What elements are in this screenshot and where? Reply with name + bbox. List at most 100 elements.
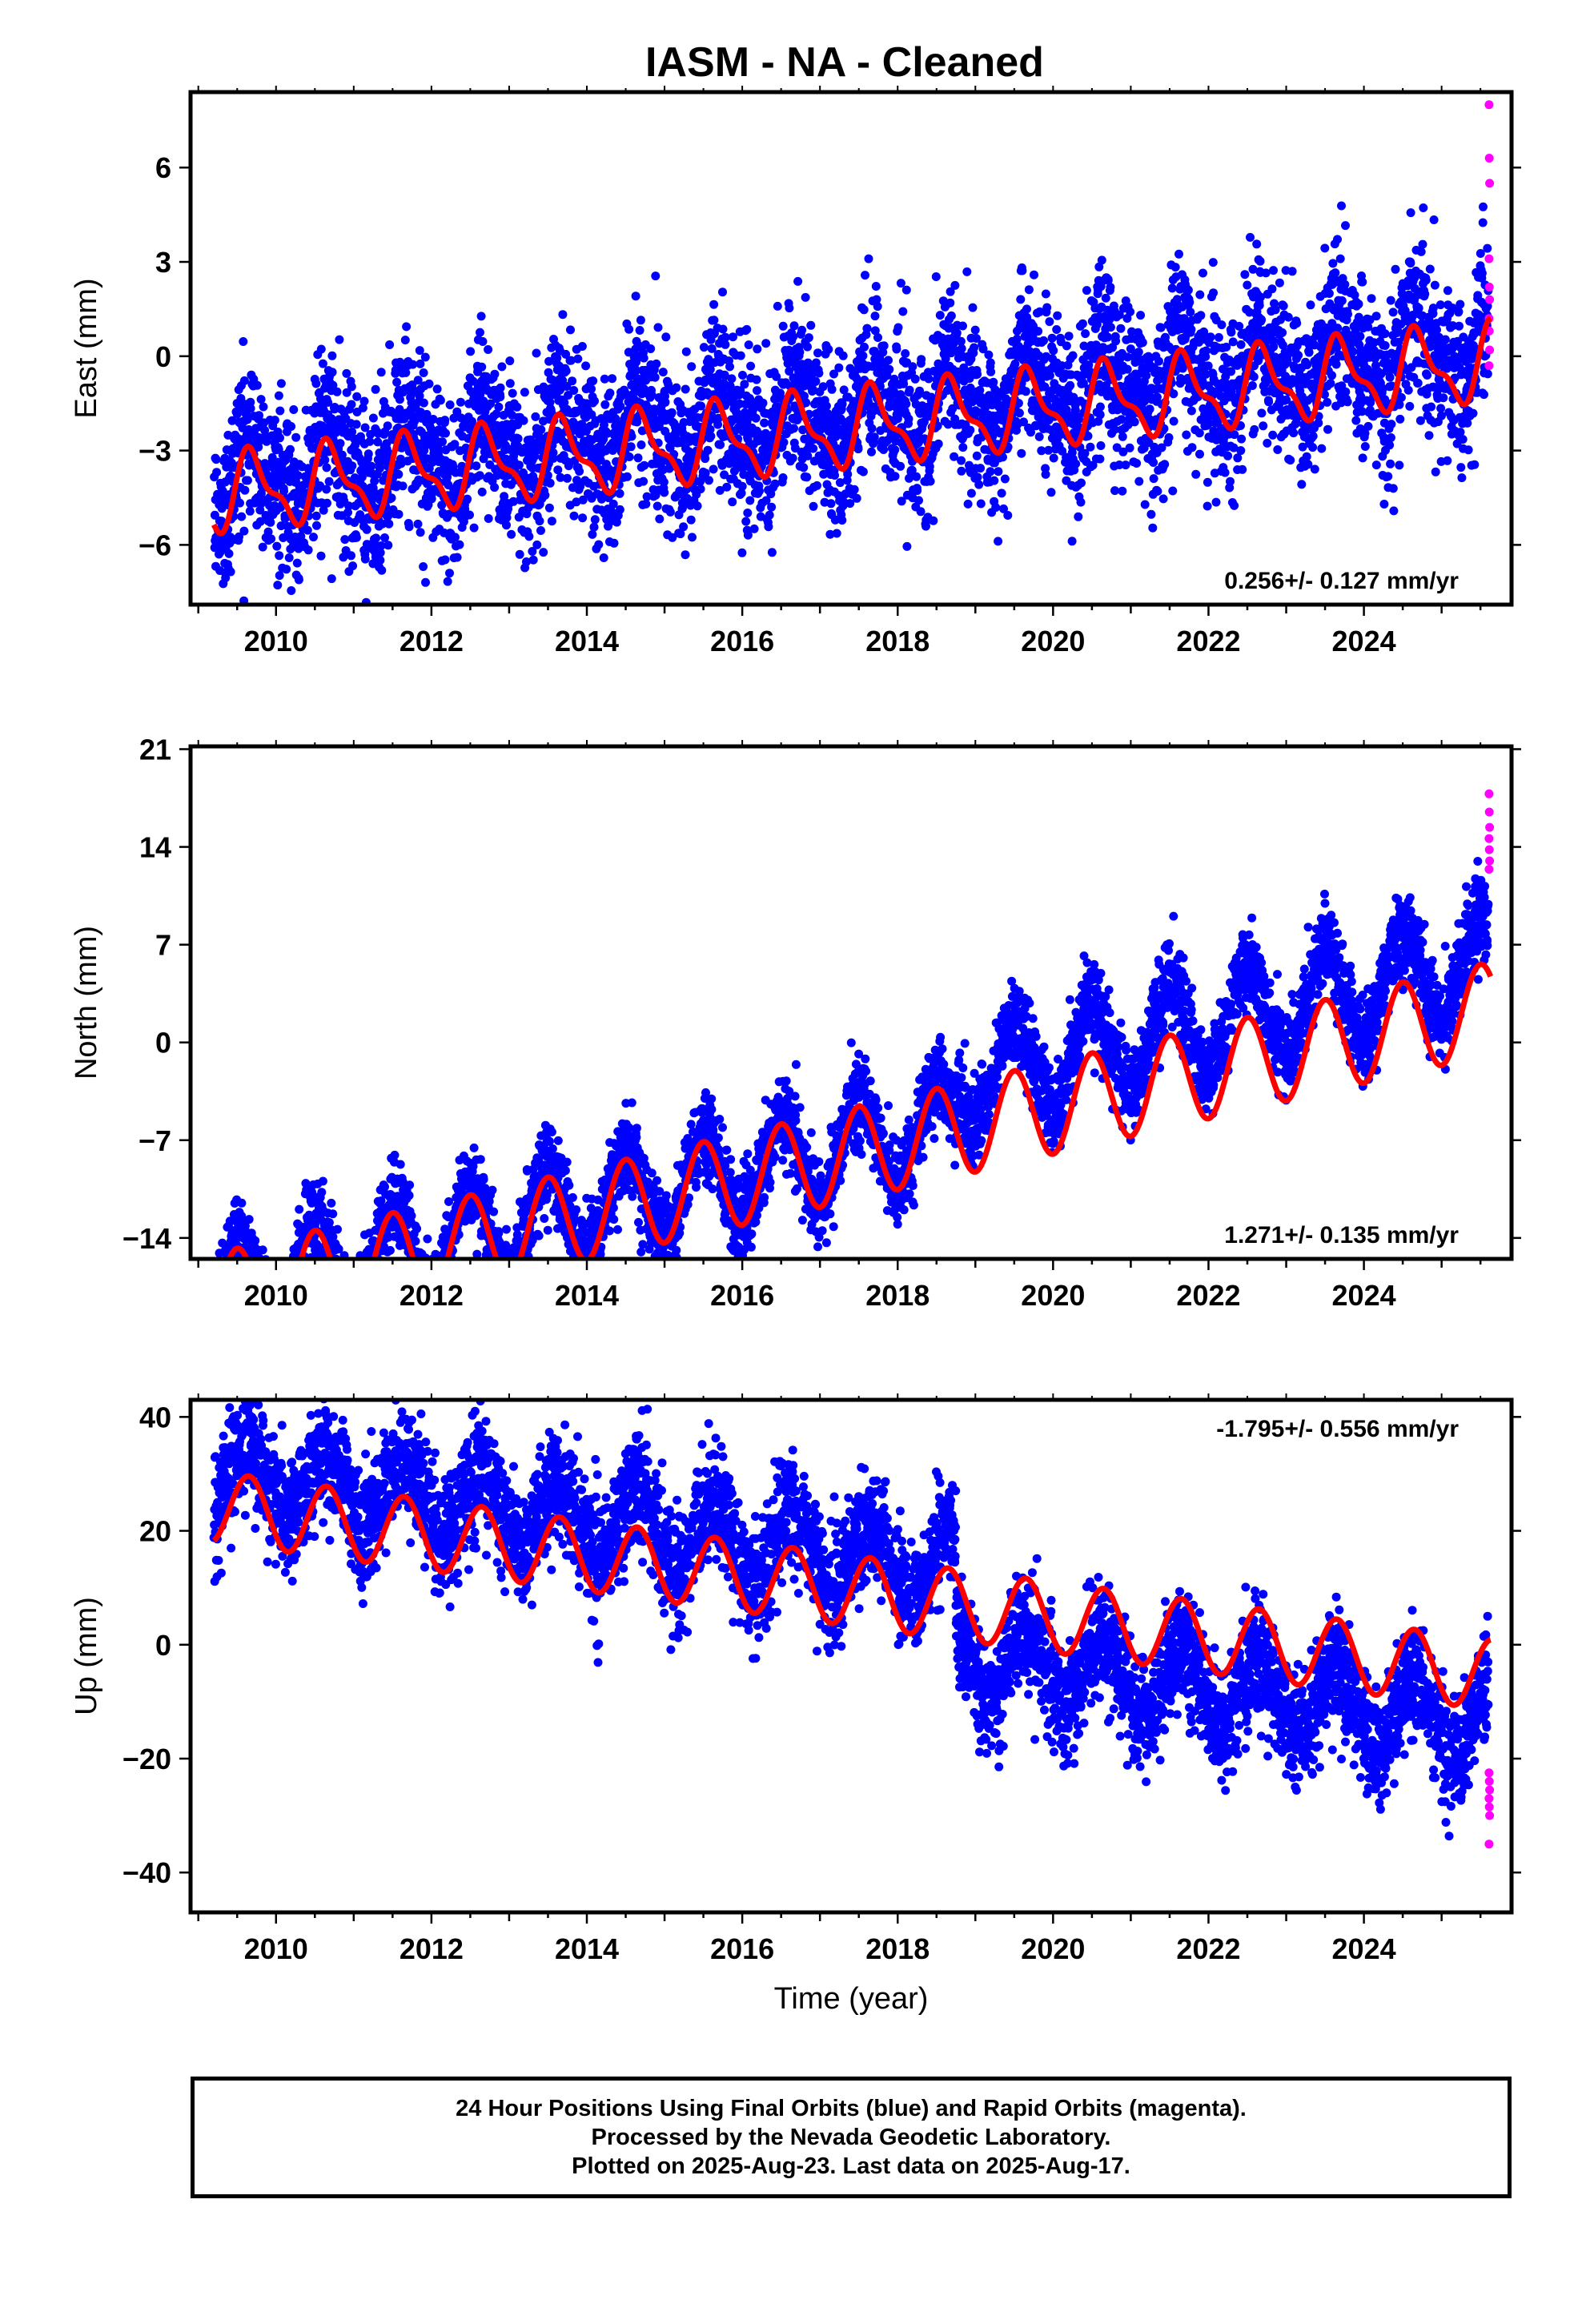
east-point (532, 348, 541, 358)
east-point (668, 533, 677, 542)
east-point (560, 398, 569, 408)
east-point (1403, 385, 1413, 395)
east-point (1259, 421, 1268, 431)
east-point (1196, 311, 1206, 320)
east-point (873, 302, 882, 312)
east-point (477, 362, 487, 372)
east-point (873, 333, 882, 342)
east-point (513, 434, 523, 444)
east-point (1358, 453, 1367, 463)
east-point (436, 396, 445, 405)
east-point (743, 434, 753, 444)
east-point (569, 386, 579, 395)
east-point (707, 344, 717, 353)
east-point (376, 368, 386, 377)
east-point (797, 325, 807, 335)
east-point (272, 541, 282, 551)
east-point (404, 522, 414, 532)
east-point (952, 328, 962, 338)
east-point (1122, 364, 1132, 374)
east-point (492, 409, 501, 419)
east-point (665, 507, 675, 517)
east-point (573, 354, 583, 364)
east-point (641, 499, 651, 509)
east-point (861, 271, 869, 280)
east-point (544, 503, 554, 513)
east-point (1134, 476, 1144, 486)
east-point (802, 472, 812, 482)
east-point (1130, 417, 1139, 427)
east-point (703, 445, 713, 455)
east-point (1195, 290, 1205, 300)
east-point (1053, 311, 1062, 320)
east-point (1257, 316, 1267, 324)
east-point (660, 488, 669, 497)
east-point (1273, 445, 1283, 454)
east-point (741, 517, 751, 526)
east-point (378, 519, 387, 529)
east-point (1324, 289, 1334, 298)
east-point (475, 471, 484, 480)
east-point (512, 402, 522, 412)
east-point (631, 292, 640, 301)
east-point (713, 413, 723, 423)
east-point (1146, 509, 1156, 519)
east-point (451, 533, 460, 542)
east-point (408, 360, 418, 369)
east-point (505, 356, 515, 366)
east-point (255, 411, 263, 420)
east-point (323, 498, 331, 508)
east-point (821, 401, 831, 411)
east-point (721, 332, 730, 342)
east-point (1220, 468, 1230, 477)
east-point (319, 505, 328, 515)
east-point (375, 556, 385, 565)
east-point (1367, 294, 1376, 304)
east-point (256, 395, 266, 404)
east-point (494, 402, 504, 412)
east-point (566, 325, 575, 335)
east-point (1413, 378, 1423, 388)
east-point (994, 467, 1003, 476)
east-point (950, 280, 960, 290)
east-point (1062, 341, 1071, 351)
east-point (1030, 270, 1038, 279)
east-point (721, 340, 730, 349)
panel-east: 2010 2012 2014 2016 2018 2020 2022 2024−6−3036E… (70, 86, 1521, 657)
east-point (420, 352, 430, 362)
east-point (466, 347, 476, 356)
east-point (303, 545, 313, 555)
east-point (984, 350, 994, 360)
east-point (1294, 351, 1303, 360)
east-point (351, 533, 361, 542)
east-point (211, 455, 221, 464)
east-point (1255, 300, 1264, 310)
east-point (679, 522, 689, 532)
east-point (315, 481, 325, 491)
east-point (539, 548, 548, 557)
east-point (535, 517, 544, 526)
east-point (826, 499, 836, 509)
east-point (227, 416, 237, 425)
east-point (676, 529, 685, 539)
east-point (720, 371, 729, 380)
east-point (837, 516, 847, 525)
east-point (767, 548, 777, 557)
east-point (532, 540, 542, 549)
east-point (280, 514, 290, 523)
east-point (997, 489, 1006, 498)
east-point (520, 388, 529, 397)
east-point (252, 380, 262, 390)
east-point (1182, 430, 1191, 440)
east-point (1283, 312, 1293, 322)
east-point (311, 379, 321, 388)
east-point (832, 529, 841, 538)
east-point (1269, 266, 1278, 275)
east-point (926, 476, 935, 486)
east-point (600, 400, 610, 409)
east-point (452, 553, 462, 562)
east-point (973, 472, 982, 482)
east-point (293, 471, 303, 480)
east-point (1082, 286, 1091, 296)
